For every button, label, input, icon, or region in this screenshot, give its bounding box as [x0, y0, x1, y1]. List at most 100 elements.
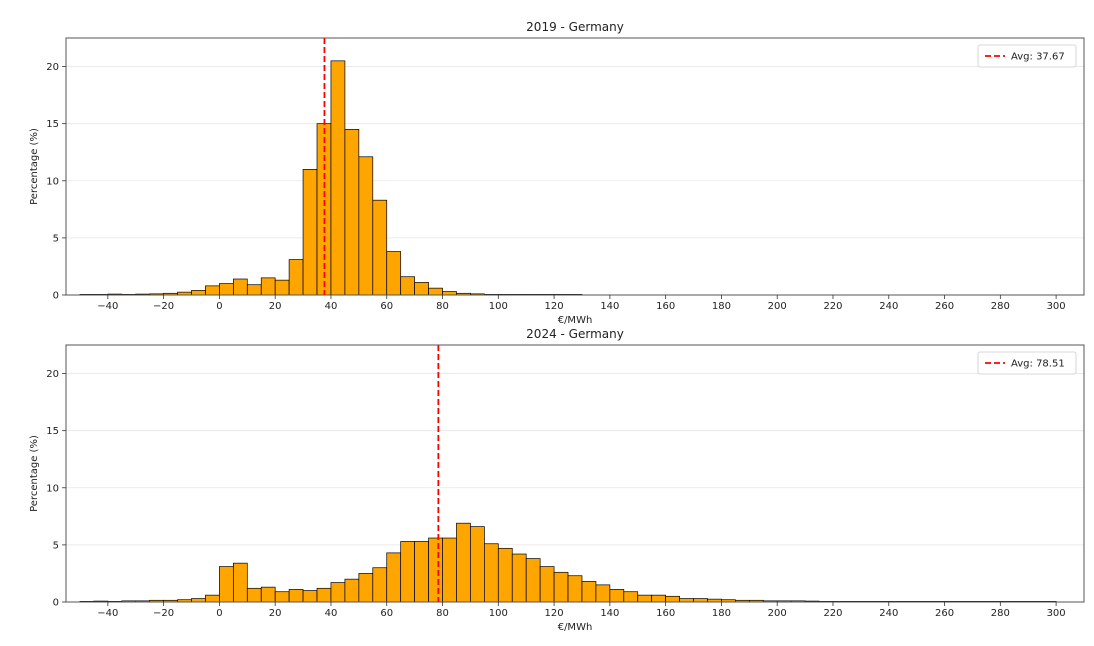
legend: Avg: 78.51 [977, 351, 1077, 375]
histogram-bar [456, 522, 471, 603]
chart-title: 2019 - Germany [526, 20, 624, 34]
histogram-bar [400, 276, 415, 296]
histogram-bar [232, 562, 248, 603]
histogram-bar [386, 251, 402, 296]
y-tick-label: 10 [46, 176, 59, 187]
histogram-bar [400, 541, 415, 603]
x-tick-label: 240 [879, 301, 898, 312]
x-tick-label: 200 [768, 608, 787, 619]
x-tick-label: 0 [216, 301, 222, 312]
x-tick-label: 100 [489, 301, 508, 312]
axes-frame [65, 344, 1085, 603]
x-tick-label: 300 [1047, 608, 1066, 619]
histogram-bar [609, 589, 625, 603]
histogram-bar [191, 290, 206, 296]
y-tick-label: 10 [46, 483, 59, 494]
histogram-bar [219, 566, 234, 603]
legend-box [977, 44, 1077, 68]
legend-label: Avg: 78.51 [1011, 359, 1065, 370]
x-tick-label: 40 [325, 301, 338, 312]
histogram-bar [260, 586, 276, 603]
histogram-bar [219, 283, 234, 296]
x-tick-label: 0 [216, 608, 222, 619]
x-tick-label: 80 [436, 608, 449, 619]
histogram-bar [428, 537, 443, 603]
histogram-bar [553, 571, 569, 603]
axes-frame [65, 37, 1085, 296]
histogram-bar [344, 129, 360, 296]
x-tick-label: 160 [656, 301, 675, 312]
histogram-bar [260, 277, 276, 296]
x-tick-label: −40 [97, 608, 118, 619]
x-tick-label: 20 [269, 301, 282, 312]
histogram-bar [414, 282, 429, 296]
histogram-bar [232, 278, 248, 296]
histogram-bar [288, 589, 304, 603]
x-tick-label: 260 [935, 608, 954, 619]
histogram-bar [274, 591, 290, 603]
x-axis-label: €/MWh [558, 315, 593, 326]
x-tick-label: −20 [153, 608, 174, 619]
histogram-bar [372, 567, 388, 603]
x-tick-label: 220 [823, 608, 842, 619]
y-tick-label: 0 [53, 291, 59, 302]
histogram-bar [581, 581, 597, 603]
histogram-bar [679, 598, 694, 603]
histogram-bar [442, 537, 457, 603]
x-tick-label: 100 [489, 608, 508, 619]
histogram-bar [525, 558, 541, 603]
histogram-bar [497, 547, 513, 603]
histogram-bar [302, 590, 318, 603]
histogram-bar [637, 594, 653, 603]
histogram-bar [484, 543, 499, 603]
y-tick-label: 20 [46, 62, 59, 73]
histogram-bar [595, 584, 611, 603]
legend-box [977, 351, 1077, 375]
histogram-bar [539, 566, 555, 603]
histogram-bar [511, 553, 527, 603]
histogram-bar [330, 582, 346, 603]
chart-title: 2024 - Germany [526, 327, 624, 341]
y-tick-label: 15 [46, 426, 59, 437]
histogram-bar [330, 60, 346, 296]
x-tick-label: 280 [991, 608, 1010, 619]
histogram-bar [372, 199, 388, 296]
x-tick-label: 20 [269, 608, 282, 619]
histogram-bar [567, 575, 583, 603]
histogram-bar [442, 291, 457, 296]
histogram-bar [205, 594, 220, 603]
x-tick-label: 60 [380, 301, 393, 312]
x-tick-label: −40 [97, 301, 118, 312]
x-tick-label: 160 [656, 608, 675, 619]
y-axis-label: Percentage (%) [29, 128, 40, 205]
x-tick-label: 140 [600, 608, 619, 619]
histogram-bar [191, 598, 206, 603]
y-tick-label: 5 [53, 540, 59, 551]
y-axis-label: Percentage (%) [29, 435, 40, 512]
histogram-panel-2019: −40 −20 0 20 40 60 80 100 120 140 160 180 200 220 240 2… [29, 20, 1085, 326]
histogram-bar [288, 259, 304, 296]
histogram-bar [386, 552, 402, 603]
histogram-bar [246, 284, 262, 296]
x-tick-label: 240 [879, 608, 898, 619]
histogram-bar [623, 591, 639, 603]
histogram-bar [665, 595, 680, 603]
x-tick-label: 180 [712, 608, 731, 619]
x-tick-label: 120 [545, 608, 564, 619]
y-tick-label: 0 [53, 598, 59, 609]
x-tick-label: 40 [325, 608, 338, 619]
histogram-bar [316, 587, 332, 603]
x-tick-label: 120 [545, 301, 564, 312]
histogram-bar [358, 573, 374, 603]
histogram-bar [344, 578, 360, 603]
histogram-panel-2024: −40 −20 0 20 40 60 80 100 120 140 160 180 200 220 240 2… [29, 327, 1085, 633]
histogram-bar [205, 285, 220, 296]
histogram-bar [651, 594, 666, 603]
x-tick-label: 60 [380, 608, 393, 619]
x-tick-label: 260 [935, 301, 954, 312]
histogram-bar [428, 287, 443, 296]
y-tick-label: 20 [46, 369, 59, 380]
y-tick-label: 15 [46, 119, 59, 130]
x-tick-label: 300 [1047, 301, 1066, 312]
